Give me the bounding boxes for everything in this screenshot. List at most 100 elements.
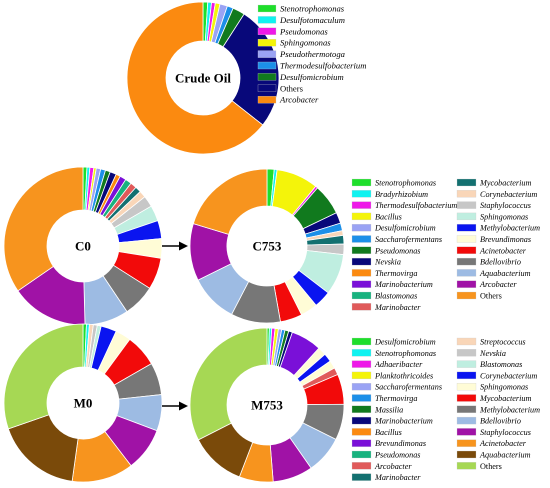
legend-label: Acinetobacter — [479, 246, 527, 255]
legend-swatch — [257, 96, 277, 104]
legend-item-planktothricoides: Planktothricoides — [351, 371, 433, 380]
legend-swatch — [456, 349, 477, 357]
legend-item-marinobacterium: Marinobacterium — [351, 417, 433, 426]
legend-swatch — [456, 439, 477, 447]
legend-swatch — [456, 224, 477, 232]
legend-label: Adhaeribacter — [374, 360, 423, 369]
legend-item-marinobacterium: Marinobacterium — [351, 280, 433, 289]
legend-swatch — [257, 73, 277, 81]
legend-crude: StenotrophomonasDesulfotomaculumPseudomo… — [257, 4, 366, 105]
legend-item-blastomonas: Blastomonas — [351, 292, 417, 301]
legend-m-col2: Streptococcus Nevskia Blastomonas Corynebac… — [456, 338, 540, 471]
legend-label: Streptococcus — [480, 338, 526, 347]
legend-swatch — [351, 462, 372, 470]
legend-label: Sphingomonas — [480, 383, 528, 392]
legend-label: Desulfotomaculum — [279, 15, 345, 25]
legend-item-sphingomonas: Sphingomonas — [456, 212, 528, 221]
legend-swatch — [351, 337, 372, 346]
slice-others — [3, 323, 84, 430]
legend-swatch — [456, 428, 477, 436]
legend-item-pseudomonas: Pseudomonas — [351, 246, 420, 255]
legend-item-desulfotomaculum: Desulfotomaculum — [257, 15, 345, 25]
legend-swatch — [456, 450, 477, 459]
legend-item-mycobacterium: Mycobacterium — [456, 394, 531, 403]
legend-item-stenotrophomonas: Stenotrophomonas — [257, 4, 345, 14]
legend-label: Thermodesulfobacterium — [280, 61, 366, 71]
legend-swatch — [456, 235, 477, 243]
legend-swatch — [257, 61, 277, 70]
legend-item-sphingomonas: Sphingomonas — [257, 38, 331, 48]
legend-swatch — [351, 428, 372, 436]
legend-item-massilia: Massilia — [351, 405, 403, 414]
legend-swatch — [351, 303, 372, 311]
legend-item-desulfomicrobium: Desulfomicrobium — [351, 224, 436, 233]
legend-swatch — [456, 394, 477, 402]
legend-item-aquabacterium: Aquabacterium — [456, 269, 531, 278]
donut-c753: C753 — [189, 168, 345, 324]
legend-swatch — [351, 246, 372, 254]
legend-label: Bacillus — [375, 212, 402, 221]
legend-swatch — [351, 383, 372, 391]
legend-swatch — [456, 269, 477, 277]
legend-item-methylobacterium: Methylobacterium — [456, 224, 540, 233]
legend-item-corynebacterium: Corynebacterium — [456, 190, 537, 199]
legend-swatch — [456, 416, 477, 425]
legend-item-sphingomonas: Sphingomonas — [456, 383, 528, 392]
legend-label: Staphylococcus — [480, 201, 531, 210]
legend-item-nevskia: Nevskia — [351, 257, 401, 267]
legend-label: Pseudomonas — [374, 451, 420, 460]
legend-swatch — [351, 235, 372, 243]
legend-item-acinetobacter: Acinetobacter — [456, 246, 527, 255]
legend-m-col1: Desulfomicrobium Stenotrophomonas Adhaerib… — [351, 337, 442, 482]
donut-m0: M0 — [3, 323, 163, 483]
legend-label: Pseudomonas — [279, 26, 328, 36]
legend-label: Blastomonas — [480, 360, 522, 369]
legend-item-bdellovibrio: Bdellovibrio — [456, 258, 521, 267]
legend-swatch — [351, 349, 372, 357]
legend-label: Pseudomonas — [374, 246, 420, 255]
donut-crude-oil: Crude Oil — [126, 1, 280, 155]
legend-item-thermovirga: Thermovirga — [351, 269, 417, 278]
legend-item-thermovirga: Thermovirga — [351, 394, 417, 403]
legend-item-saccharofermentans: Saccharofermentans — [351, 235, 442, 244]
legend-swatch — [351, 280, 372, 288]
legend-swatch — [456, 371, 477, 380]
legend-swatch — [351, 473, 372, 481]
legend-item-bradyrhizobium: Bradyrhizobium — [351, 190, 428, 199]
legend-label: Stenotrophomonas — [375, 179, 436, 188]
donut-center-label: M0 — [74, 396, 93, 411]
legend-item-arcobacter: Arcobacter — [257, 95, 319, 105]
legend-item-mycobacterium: Mycobacterium — [456, 179, 531, 188]
legend-label: Bdellovibrio — [480, 258, 521, 267]
legend-item-stenotrophomonas: Stenotrophomonas — [351, 179, 436, 188]
legend-label: Bdellovibrio — [480, 417, 521, 426]
legend-item-bacillus: Bacillus — [351, 212, 402, 221]
legend-label: Bacillus — [375, 428, 402, 437]
legend-label: Others — [480, 292, 502, 301]
legend-label: Corynebacterium — [480, 190, 537, 199]
legend-swatch — [351, 257, 372, 266]
legend-label: Thermovirga — [375, 394, 417, 403]
legend-item-brevundimonas: Brevundimonas — [351, 439, 426, 448]
legend-label: Nevskia — [374, 258, 401, 267]
legend-swatch — [257, 39, 277, 47]
legend-item-bdellovibrio: Bdellovibrio — [456, 416, 521, 426]
legend-label: Others — [280, 83, 304, 93]
slice-others — [189, 327, 268, 441]
legend-item-thermodesulfobacterium: Thermodesulfobacterium — [351, 201, 457, 210]
legend-label: Corynebacterium — [480, 371, 537, 380]
legend-label: Staphylococcus — [480, 428, 531, 437]
legend-label: Saccharofermentans — [375, 235, 442, 244]
legend-swatch — [456, 405, 477, 413]
donut-m753: M753 — [189, 327, 345, 483]
legend-label: Desulfomicrobium — [279, 72, 344, 82]
legend-label: Thermodesulfobacterium — [375, 201, 457, 210]
legend-item-streptococcus: Streptococcus — [456, 338, 526, 347]
legend-label: Saccharofermentans — [375, 383, 442, 392]
legend-label: Arcobacter — [374, 462, 412, 471]
arrow-m0-to-m753 — [162, 401, 188, 411]
legend-swatch — [456, 291, 477, 300]
legend-label: Aquabacterium — [479, 451, 531, 460]
legend-swatch — [351, 439, 372, 447]
